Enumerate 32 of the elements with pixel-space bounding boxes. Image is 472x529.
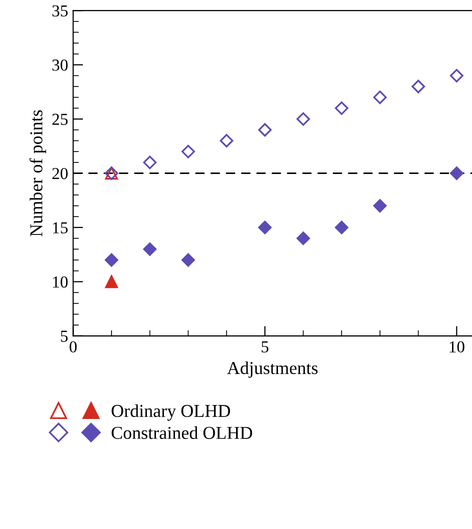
y-tick-label: 20 <box>52 168 68 180</box>
point <box>412 80 426 94</box>
x-tick-label: 5 <box>262 341 268 353</box>
point <box>104 253 118 267</box>
point <box>334 220 348 234</box>
point <box>143 242 157 256</box>
y-tick-label: 30 <box>52 60 68 71</box>
x-tick-label: 10 <box>450 341 464 353</box>
point <box>258 220 272 234</box>
point <box>105 275 118 288</box>
point <box>373 90 387 104</box>
point <box>258 123 272 137</box>
point <box>334 101 348 115</box>
x-axis-title: Adjustments <box>227 361 318 378</box>
legend-label: Constrained OLHD <box>112 426 252 439</box>
point <box>143 156 157 170</box>
point <box>296 112 310 126</box>
y-tick-label: 15 <box>53 222 68 234</box>
y-tick-label: 35 <box>52 5 68 17</box>
y-axis-title: Number of points <box>30 110 46 236</box>
point <box>220 134 234 148</box>
point <box>373 199 387 213</box>
point <box>181 144 195 158</box>
y-tick-label: 10 <box>53 276 68 288</box>
x-tick-label: 0 <box>70 341 77 353</box>
point <box>450 166 464 180</box>
point <box>181 253 195 267</box>
y-tick-label: 5 <box>60 330 68 342</box>
point <box>296 232 310 246</box>
legend-label: Ordinary OLHD <box>112 404 230 421</box>
point <box>450 68 464 82</box>
y-tick-label: 25 <box>52 114 68 125</box>
